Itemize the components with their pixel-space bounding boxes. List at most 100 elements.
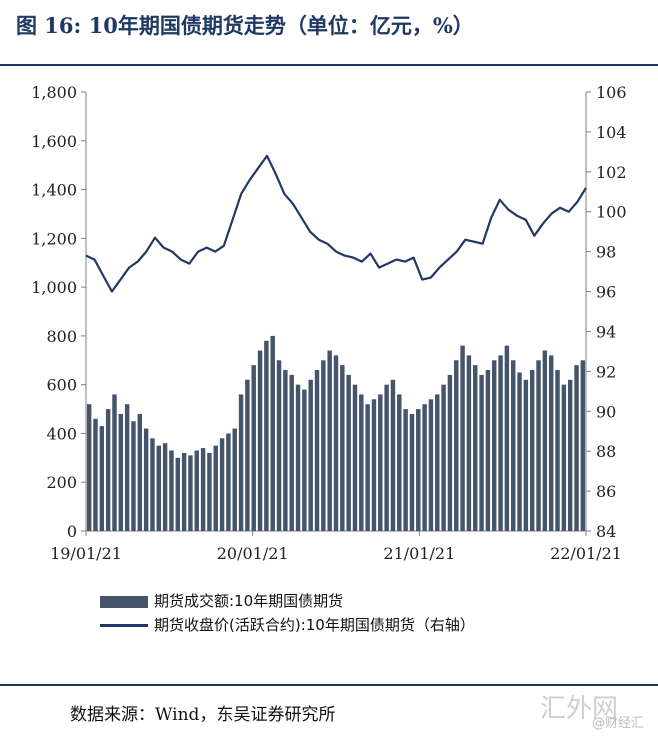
volume-bar xyxy=(232,428,237,531)
volume-bar xyxy=(289,374,294,531)
volume-bar xyxy=(276,360,282,531)
left-tick-label: 800 xyxy=(46,327,77,346)
volume-bar xyxy=(359,394,364,531)
volume-bar xyxy=(529,370,535,531)
left-tick-label: 400 xyxy=(46,424,77,443)
volume-bar xyxy=(333,355,339,531)
source-note: 数据来源：Wind，东吴证券研究所 xyxy=(70,705,336,725)
volume-bar xyxy=(270,335,275,531)
volume-bar xyxy=(567,379,573,531)
volume-bar xyxy=(555,370,560,531)
volume-bar xyxy=(340,365,345,531)
volume-bar xyxy=(441,384,446,531)
volume-bar xyxy=(124,404,130,531)
volume-bar xyxy=(580,360,586,531)
volume-bar xyxy=(143,428,149,531)
right-tick-label: 104 xyxy=(596,123,627,142)
volume-bar xyxy=(112,394,117,531)
right-tick-label: 84 xyxy=(596,522,616,541)
right-tick-label: 86 xyxy=(596,482,616,501)
volume-bar xyxy=(302,389,307,531)
price-line xyxy=(85,154,587,293)
volume-bar xyxy=(346,374,351,531)
volume-bar xyxy=(327,350,332,531)
right-tick-label: 100 xyxy=(596,203,627,222)
right-tick-label: 94 xyxy=(596,322,616,341)
chart-title: 图 16: 10年期国债期货走势（单位：亿元，%） xyxy=(16,13,474,38)
right-tick-label: 96 xyxy=(596,283,616,302)
volume-bar xyxy=(466,355,472,531)
left-tick-label: 1,800 xyxy=(31,83,77,102)
volume-bar xyxy=(397,394,402,531)
volume-bar xyxy=(454,360,459,531)
left-tick-label: 200 xyxy=(46,473,77,492)
legend-line-label: 期货收盘价(活跃合约):10年期国债期货（右轴） xyxy=(154,616,475,634)
volume-bar xyxy=(295,384,301,531)
volume-bar xyxy=(131,421,136,531)
legend-line-entry: 期货收盘价(活跃合约):10年期国债期货（右轴） xyxy=(100,614,475,635)
volume-bar xyxy=(365,404,370,531)
legend-bar-swatch xyxy=(100,595,148,608)
volume-bar xyxy=(321,360,326,531)
watermark-logo: 汇外网 xyxy=(540,694,619,724)
volume-bar xyxy=(416,409,421,531)
volume-bar xyxy=(156,445,161,531)
volume-bar xyxy=(517,372,522,531)
right-tick-label: 102 xyxy=(596,163,627,182)
volume-bar xyxy=(403,409,408,531)
volume-bar xyxy=(118,413,124,531)
volume-bar xyxy=(548,355,554,531)
volume-bar xyxy=(390,379,396,531)
volume-bar xyxy=(105,409,111,531)
left-tick-label: 0 xyxy=(67,522,77,541)
volume-bar xyxy=(308,379,313,531)
volume-bar xyxy=(181,452,187,531)
volume-bar xyxy=(207,452,212,531)
volume-bar xyxy=(283,370,288,531)
volume-bar xyxy=(188,455,193,531)
x-tick-label: 22/01/21 xyxy=(550,544,622,563)
volume-bar xyxy=(536,360,541,531)
volume-bar xyxy=(371,399,377,531)
volume-bar xyxy=(93,418,98,531)
volume-bar xyxy=(422,404,427,531)
volume-bar xyxy=(169,450,174,531)
volume-bar xyxy=(238,394,244,531)
bottom-rule xyxy=(0,684,658,686)
volume-bar xyxy=(485,370,491,531)
volume-bar xyxy=(314,370,320,531)
volume-bar xyxy=(257,350,263,531)
volume-bar xyxy=(479,374,484,531)
right-tick-label: 90 xyxy=(596,402,616,421)
left-tick-label: 1,600 xyxy=(31,132,77,151)
right-tick-label: 98 xyxy=(596,243,616,262)
volume-bar xyxy=(137,413,143,531)
volume-bar xyxy=(162,443,168,531)
volume-bar xyxy=(251,365,256,531)
volume-bar xyxy=(352,384,358,531)
volume-bar xyxy=(409,413,415,531)
volume-bar xyxy=(428,399,434,531)
volume-bar xyxy=(378,394,383,531)
volume-bar xyxy=(542,350,548,531)
volume-bar xyxy=(504,345,510,531)
right-tick-label: 106 xyxy=(596,83,627,102)
watermark-sub: @财经汇 xyxy=(592,716,645,731)
left-tick-label: 1,200 xyxy=(31,229,77,248)
volume-bar xyxy=(492,360,497,531)
volume-bar xyxy=(86,404,92,531)
volume-bar xyxy=(245,379,250,531)
volume-bar xyxy=(574,365,579,531)
legend-bar-label: 期货成交额:10年期国债期货 xyxy=(154,592,344,610)
left-tick-label: 600 xyxy=(46,376,77,395)
right-tick-label: 92 xyxy=(596,362,616,381)
volume-bar xyxy=(213,445,218,531)
legend-bar-entry: 期货成交额:10年期国债期货 xyxy=(100,590,343,611)
volume-bar xyxy=(511,360,516,531)
volume-bar xyxy=(264,340,269,531)
volume-bar xyxy=(561,384,567,531)
volume-bar xyxy=(226,433,231,531)
volume-bar xyxy=(194,450,199,531)
volume-bar xyxy=(435,394,440,531)
right-tick-label: 88 xyxy=(596,442,616,461)
